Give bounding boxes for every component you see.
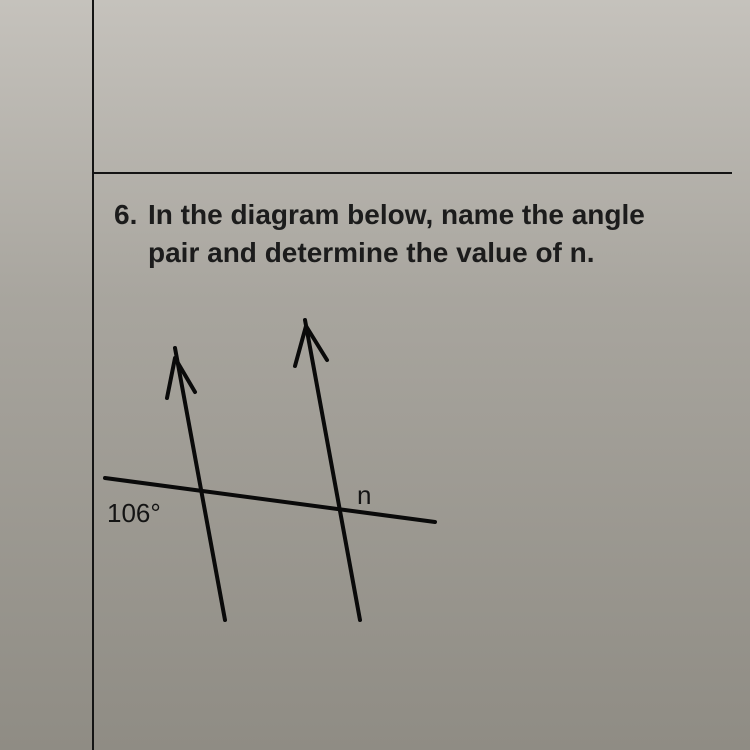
parallel-line-2	[305, 320, 360, 620]
question-line2: pair and determine the value of n.	[148, 237, 595, 268]
frame-vertical-line	[92, 0, 94, 750]
question-line1: In the diagram below, name the angle	[148, 199, 645, 230]
frame-horizontal-line	[92, 172, 732, 174]
angle-label-n: n	[357, 480, 371, 511]
parallel-line-1	[175, 348, 225, 620]
question-text: 6. In the diagram below, name the angle …	[148, 196, 708, 272]
geometry-diagram: 106° n	[95, 300, 495, 630]
angle-label-106: 106°	[107, 498, 161, 529]
diagram-svg	[95, 300, 495, 630]
question-number: 6.	[114, 196, 137, 234]
